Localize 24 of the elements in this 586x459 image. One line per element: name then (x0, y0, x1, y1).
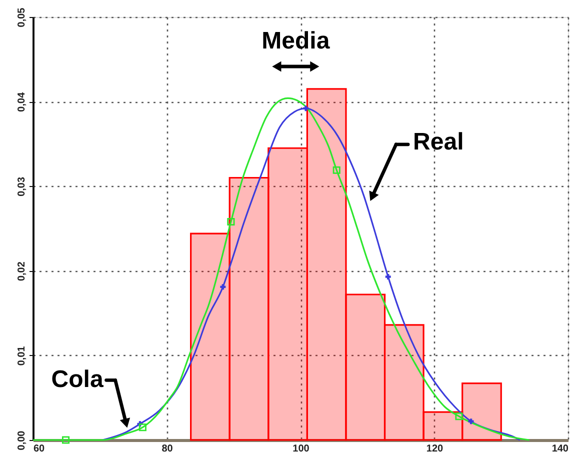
y-tick-label: 0,04 (16, 92, 28, 112)
x-tick-label: 60 (34, 444, 46, 454)
point (220, 284, 226, 290)
point (138, 424, 146, 432)
annotation: Real (413, 128, 464, 156)
y-tick-label: 0,03 (16, 176, 28, 196)
point (332, 166, 340, 174)
x-tick-label: 120 (426, 444, 444, 454)
y-tick-label: 0,00 (16, 430, 28, 450)
y-tick-label: 0,05 (16, 7, 28, 28)
annotation: Cola (51, 366, 104, 394)
annotation: Media (262, 27, 330, 54)
point (227, 218, 235, 226)
x-tick-label: 140 (552, 444, 569, 454)
point (385, 274, 391, 280)
y-tick-label: 0,01 (16, 346, 28, 366)
line-series (32, 97, 530, 441)
x-tick-label: 80 (162, 444, 174, 454)
point (455, 412, 463, 420)
x-tick-label: 100 (292, 444, 310, 454)
point (303, 106, 309, 112)
point (468, 418, 474, 424)
y-tick-label: 0,02 (16, 261, 28, 282)
point (62, 436, 70, 444)
